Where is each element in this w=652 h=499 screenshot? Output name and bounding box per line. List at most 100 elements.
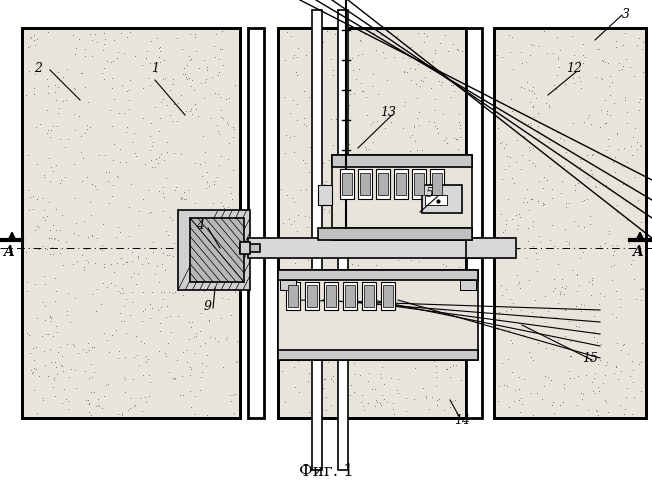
Point (122, 258, 132, 266)
Point (81, 396, 91, 404)
Point (544, 101, 554, 109)
Point (619, 28, 630, 36)
Point (561, 199, 571, 207)
Point (418, 77, 428, 85)
Point (585, 291, 596, 299)
Point (632, 145, 642, 153)
Point (310, 131, 321, 139)
Point (346, 316, 357, 324)
Point (158, 207, 168, 215)
Point (413, 29, 423, 37)
Point (140, 54, 151, 62)
Point (619, 162, 630, 170)
Point (186, 365, 197, 373)
Point (608, 158, 619, 166)
Point (612, 339, 622, 347)
Point (55, 343, 65, 351)
Point (443, 46, 453, 54)
Point (209, 177, 219, 185)
Point (436, 81, 446, 89)
Point (80, 347, 91, 355)
Point (628, 133, 638, 141)
Point (62, 311, 72, 319)
Text: 3: 3 (622, 7, 630, 20)
Point (228, 166, 238, 174)
Point (138, 84, 148, 92)
Point (350, 284, 361, 292)
Point (585, 220, 595, 228)
Point (145, 146, 155, 154)
Point (619, 95, 630, 103)
Point (424, 201, 434, 209)
Point (40, 361, 50, 369)
Point (322, 27, 333, 35)
Point (328, 141, 338, 149)
Point (501, 140, 512, 148)
Point (308, 315, 318, 323)
Point (611, 361, 621, 369)
Point (300, 270, 310, 278)
Point (42, 246, 52, 253)
Point (501, 307, 511, 315)
Point (499, 165, 510, 173)
Point (378, 380, 389, 388)
Bar (248, 238, 483, 258)
Point (399, 67, 409, 75)
Text: 9: 9 (204, 299, 212, 312)
Point (630, 294, 641, 302)
Point (29, 356, 39, 364)
Point (295, 276, 306, 284)
Point (496, 210, 506, 218)
Point (25, 349, 35, 357)
Point (280, 56, 290, 64)
Point (196, 368, 207, 376)
Point (168, 80, 179, 88)
Point (351, 151, 362, 159)
Point (220, 95, 231, 103)
Point (168, 374, 178, 382)
Point (278, 234, 288, 242)
Point (286, 32, 296, 40)
Point (107, 84, 117, 92)
Point (87, 233, 98, 241)
Point (71, 384, 82, 392)
Point (22, 287, 32, 295)
Point (312, 206, 322, 214)
Point (210, 257, 220, 265)
Point (43, 89, 53, 97)
Point (308, 263, 318, 271)
Point (147, 138, 158, 146)
Point (597, 56, 607, 64)
Text: Фиг. 1: Фиг. 1 (299, 464, 353, 481)
Point (448, 361, 458, 369)
Point (440, 31, 451, 39)
Point (304, 369, 314, 377)
Point (304, 168, 314, 176)
Point (342, 117, 352, 125)
Point (406, 256, 416, 264)
Point (333, 405, 343, 413)
Point (100, 151, 111, 159)
Point (38, 171, 49, 179)
Point (113, 347, 124, 355)
Point (360, 307, 370, 315)
Point (218, 211, 229, 219)
Point (501, 285, 511, 293)
Point (40, 316, 50, 324)
Point (442, 139, 452, 147)
Point (441, 183, 452, 191)
Bar (412, 169, 426, 199)
Point (350, 160, 361, 168)
Point (454, 274, 465, 282)
Point (190, 30, 200, 38)
Point (409, 123, 420, 131)
Point (186, 318, 197, 326)
Point (359, 406, 369, 414)
Point (574, 155, 585, 163)
Point (581, 371, 591, 379)
Point (331, 170, 342, 178)
Point (445, 363, 455, 371)
Point (494, 308, 504, 316)
Point (412, 93, 422, 101)
Point (38, 394, 48, 402)
